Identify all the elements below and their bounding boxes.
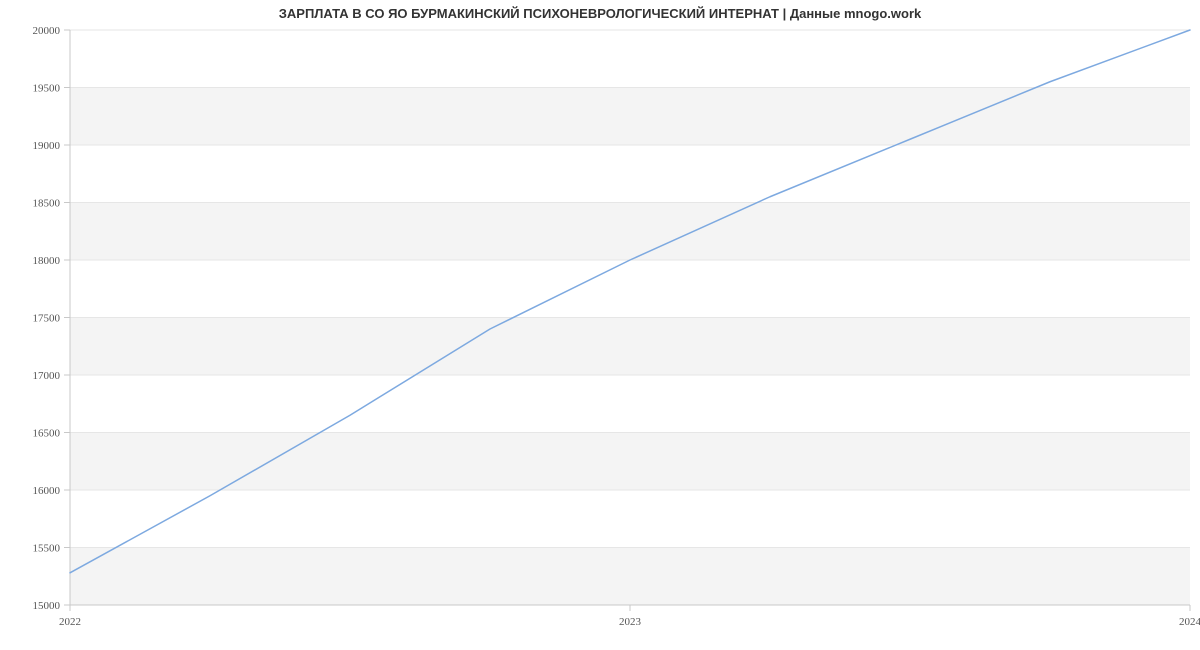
- y-tick-label: 19500: [33, 83, 61, 95]
- grid-band: [70, 548, 1190, 606]
- y-tick-label: 15500: [33, 543, 61, 555]
- y-tick-label: 19000: [33, 140, 61, 152]
- y-tick-label: 16000: [33, 485, 61, 497]
- chart-svg: 15000 15500 16000 16500 17000 17500 18000 18500…: [0, 0, 1200, 650]
- y-tick-label: 17000: [33, 370, 61, 382]
- chart-title: ЗАРПЛАТА В СО ЯО БУРМАКИНСКИЙ ПСИХОНЕВРО…: [0, 6, 1200, 21]
- grid-band: [70, 318, 1190, 376]
- grid-band: [70, 203, 1190, 261]
- x-tick-label: 2022: [59, 616, 81, 628]
- y-tick-label: 20000: [33, 25, 61, 37]
- y-tick-label: 16500: [33, 428, 61, 440]
- y-tick-label: 18000: [33, 255, 61, 267]
- grid-band: [70, 433, 1190, 491]
- x-tick-label: 2024: [1179, 616, 1200, 628]
- chart-container: ЗАРПЛАТА В СО ЯО БУРМАКИНСКИЙ ПСИХОНЕВРО…: [0, 0, 1200, 650]
- y-tick-label: 18500: [33, 198, 61, 210]
- x-tick-label: 2023: [619, 616, 642, 628]
- y-tick-label: 15000: [33, 600, 61, 612]
- y-tick-label: 17500: [33, 313, 61, 325]
- grid-band: [70, 88, 1190, 146]
